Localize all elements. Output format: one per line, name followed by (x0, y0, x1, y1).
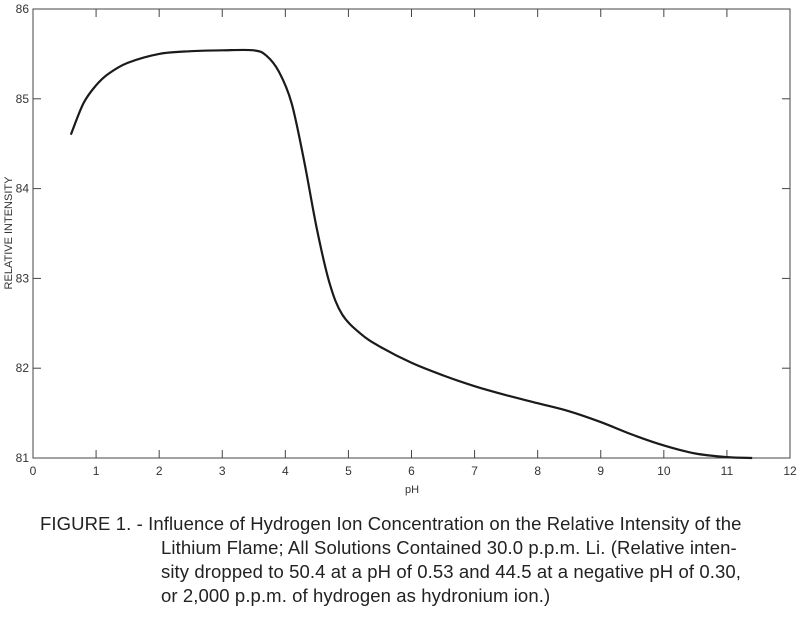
y-tick-label: 81 (16, 451, 30, 465)
plot-frame (32, 8, 791, 459)
intensity-curve (69, 48, 753, 460)
y-tick-label: 86 (16, 2, 30, 16)
x-tick-label: 12 (783, 464, 797, 478)
x-tick-label: 7 (471, 464, 478, 478)
x-tick-label: 11 (721, 464, 734, 478)
figure-caption: FIGURE 1. - Influence of Hydrogen Ion Co… (40, 512, 790, 608)
x-tick-label: 6 (408, 464, 415, 478)
y-tick-label: 83 (16, 271, 30, 285)
x-axis-ticks: 0 1 2 3 4 5 6 7 8 9 10 11 12 (30, 9, 797, 478)
x-axis-label: pH (405, 484, 419, 496)
x-tick-label: 0 (30, 464, 37, 478)
y-tick-label: 84 (16, 182, 30, 196)
y-tick-label: 82 (16, 361, 30, 375)
y-axis-label: RELATIVE INTENSITY (3, 176, 15, 290)
x-tick-label: 1 (93, 464, 100, 478)
x-tick-label: 8 (534, 464, 541, 478)
caption-line-1: FIGURE 1. - Influence of Hydrogen Ion Co… (40, 513, 742, 534)
caption-line-2: Lithium Flame; All Solutions Contained 3… (161, 537, 737, 558)
x-tick-label: 2 (156, 464, 163, 478)
caption-line-4: or 2,000 p.p.m. of hydrogen as hydronium… (161, 585, 551, 606)
x-tick-label: 10 (657, 464, 671, 478)
caption-line-3: sity dropped to 50.4 at a pH of 0.53 and… (161, 561, 741, 582)
y-axis-ticks: 81 82 83 84 85 86 (16, 2, 790, 465)
x-tick-label: 5 (345, 464, 352, 478)
x-tick-label: 4 (282, 464, 289, 478)
x-tick-label: 3 (219, 464, 226, 478)
y-tick-label: 85 (16, 92, 30, 106)
x-tick-label: 9 (597, 464, 604, 478)
